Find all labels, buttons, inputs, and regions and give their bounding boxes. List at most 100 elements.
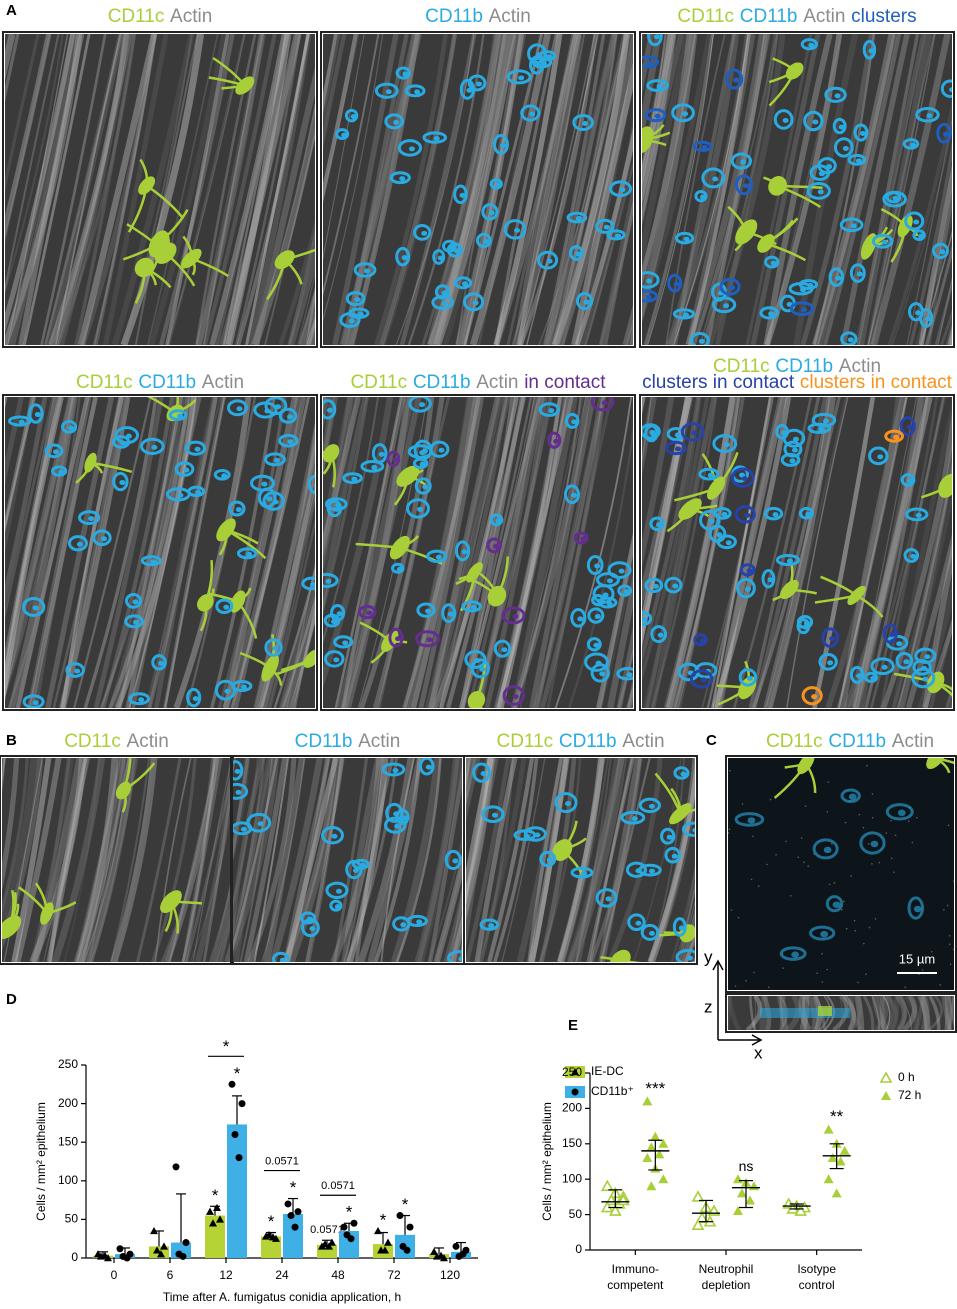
significance-label: * — [290, 1178, 297, 1197]
actin-fiber — [247, 758, 297, 962]
actin-fiber — [448, 893, 462, 962]
significance-label: *** — [645, 1079, 665, 1098]
cell — [357, 604, 377, 620]
image-title: CD11c CD11b Actin — [76, 372, 244, 393]
title-word: CD11c — [766, 731, 823, 752]
title-word: CD11b — [295, 731, 353, 752]
actin-fiber — [263, 758, 306, 962]
cell — [404, 84, 426, 98]
cell — [870, 675, 877, 681]
actin-fiber — [842, 996, 856, 1030]
actin-fiber — [856, 34, 920, 345]
cell — [447, 611, 454, 617]
cell — [287, 439, 294, 445]
cell — [461, 600, 482, 613]
actin-fiber — [538, 34, 618, 345]
speck — [766, 863, 768, 866]
actin-fiber — [323, 397, 354, 570]
cell — [626, 672, 633, 678]
dendritic-cell — [84, 452, 97, 473]
cell — [674, 231, 695, 245]
dendritic-cell — [115, 781, 132, 800]
actin-fiber — [446, 397, 526, 708]
cell — [725, 540, 732, 546]
image-frame — [320, 394, 636, 711]
actin-fiber — [533, 397, 604, 708]
cell — [65, 662, 85, 678]
image-title: CD11b Actin — [295, 731, 401, 752]
cell — [838, 124, 845, 130]
actin-fiber — [5, 397, 24, 485]
actin-fiber — [5, 34, 64, 294]
legend-marker — [571, 1088, 579, 1096]
cell — [660, 827, 676, 845]
cell — [233, 782, 249, 800]
cell — [452, 858, 459, 864]
y-tick-label: 150 — [58, 1134, 78, 1148]
actin-fiber — [233, 758, 274, 937]
actin-fiber — [283, 758, 331, 962]
cell — [862, 39, 877, 60]
cell — [44, 443, 64, 459]
actin-fiber — [474, 397, 538, 708]
cell — [904, 211, 925, 231]
title-word: CD11c — [496, 731, 553, 752]
title-word: Actin — [358, 731, 400, 752]
actin-fiber — [211, 878, 231, 962]
cell — [466, 87, 473, 93]
data-point — [642, 1152, 653, 1162]
cell — [596, 598, 603, 604]
actin-fiber — [918, 164, 952, 345]
data-point — [160, 1242, 168, 1250]
actin-fiber — [5, 34, 20, 102]
data-point — [749, 1181, 759, 1191]
cell — [213, 469, 231, 481]
cell — [381, 762, 406, 777]
cell — [682, 312, 689, 318]
legend-marker — [881, 1091, 891, 1100]
actin-fiber — [8, 34, 80, 345]
actin-fiber — [210, 397, 276, 708]
cell — [773, 109, 794, 130]
cell — [34, 412, 41, 418]
actin-fiber — [514, 397, 582, 708]
actin-fiber — [666, 34, 740, 345]
actin-fiber — [898, 996, 908, 1030]
actin-fiber — [433, 853, 462, 962]
actin-fiber — [233, 758, 265, 939]
actin-fiber — [150, 758, 197, 962]
cell — [744, 512, 751, 518]
actin-fiber — [928, 996, 941, 1030]
actin-fiber — [54, 34, 122, 345]
actin-fiber — [245, 34, 310, 345]
panel-label: E — [568, 1017, 578, 1034]
actin-fiber — [457, 34, 527, 345]
actin-fiber — [323, 397, 361, 557]
speck — [948, 943, 951, 946]
actin-fiber — [479, 758, 514, 962]
actin-fiber — [673, 34, 736, 345]
speck — [894, 834, 897, 837]
data-point — [396, 1212, 404, 1220]
cell — [693, 633, 708, 647]
speck — [831, 842, 833, 845]
cell — [480, 771, 487, 777]
cell — [192, 696, 199, 702]
data-point — [287, 1212, 295, 1220]
cell — [716, 532, 723, 538]
actin-fiber — [323, 397, 335, 475]
cell — [568, 245, 584, 261]
title-word: Actin — [170, 6, 212, 27]
actin-fiber — [298, 291, 315, 345]
y-tick-label: 150 — [562, 1136, 582, 1150]
cell — [389, 171, 411, 185]
actin-fiber — [343, 758, 383, 962]
actin-fiber — [373, 758, 422, 962]
speck — [797, 856, 800, 858]
cell — [27, 403, 44, 424]
cell — [336, 611, 343, 617]
actin-fiber — [164, 397, 226, 708]
actin-fiber — [57, 34, 132, 345]
actin-fiber — [443, 886, 462, 962]
cell — [683, 236, 690, 242]
